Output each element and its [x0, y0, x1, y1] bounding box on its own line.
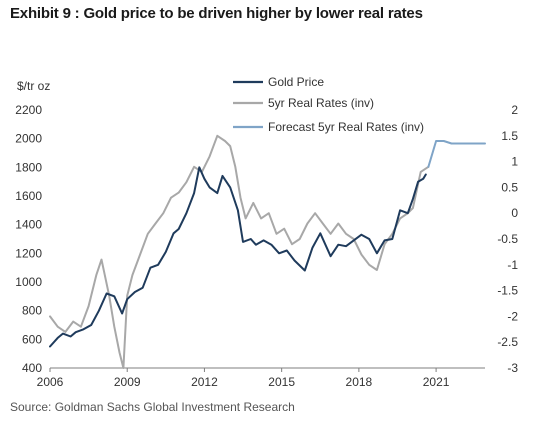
y-left-axis: 400 600 800 1000 1200 1400 1600 1800 2000 2200 — [15, 103, 42, 375]
y-right-tick-label: -2 — [507, 309, 518, 323]
y-right-axis: -3 -2.5 -2 -1.5 -1 -0.5 0 0.5 1 1.5 2 — [497, 103, 518, 375]
y-right-tick-label: 1 — [511, 155, 518, 169]
y-right-tick-label: 0 — [511, 206, 518, 220]
series-line-forecast-real-rates-inv — [427, 140, 486, 168]
y-left-tick-label: 1800 — [15, 160, 42, 174]
x-tick-label: 2015 — [268, 375, 295, 389]
legend-label: Gold Price — [268, 75, 324, 89]
series-layer — [49, 134, 486, 369]
x-tick-label: 2018 — [346, 375, 373, 389]
y-right-tick-label: -1 — [507, 258, 518, 272]
y-left-tick-label: 2200 — [15, 103, 42, 117]
legend-label: Forecast 5yr Real Rates (inv) — [268, 120, 424, 134]
series-line-real-rates-inv — [49, 134, 430, 369]
y-left-tick-label: 1000 — [15, 275, 42, 289]
y-left-tick-label: 400 — [22, 361, 42, 375]
y-right-tick-label: -0.5 — [497, 232, 518, 246]
y-right-tick-label: 2 — [511, 103, 518, 117]
source-note: Source: Goldman Sachs Global Investment … — [10, 400, 295, 414]
legend-label: 5yr Real Rates (inv) — [268, 96, 374, 110]
y-left-tick-label: 800 — [22, 304, 42, 318]
y-left-tick-label: 2000 — [15, 132, 42, 146]
y-right-tick-label: 1.5 — [501, 129, 518, 143]
left-axis-unit-label: $/tr oz — [17, 79, 51, 93]
chart-title: Exhibit 9 : Gold price to be driven high… — [10, 5, 423, 22]
legend: Gold Price 5yr Real Rates (inv) Forecast 5… — [233, 75, 424, 134]
x-axis: 2006 2009 2012 2015 2018 2021 — [37, 367, 485, 389]
y-right-tick-label: -3 — [507, 361, 518, 375]
x-tick-label: 2009 — [114, 375, 141, 389]
series-line-gold-price — [49, 166, 427, 348]
x-tick-label: 2021 — [423, 375, 450, 389]
x-tick-label: 2006 — [37, 375, 64, 389]
y-left-tick-label: 600 — [22, 332, 42, 346]
y-right-tick-label: -2.5 — [497, 335, 518, 349]
y-right-tick-label: -1.5 — [497, 284, 518, 298]
y-left-tick-label: 1400 — [15, 218, 42, 232]
y-left-tick-label: 1600 — [15, 189, 42, 203]
y-right-tick-label: 0.5 — [501, 180, 518, 194]
x-tick-label: 2012 — [191, 375, 218, 389]
y-left-tick-label: 1200 — [15, 246, 42, 260]
